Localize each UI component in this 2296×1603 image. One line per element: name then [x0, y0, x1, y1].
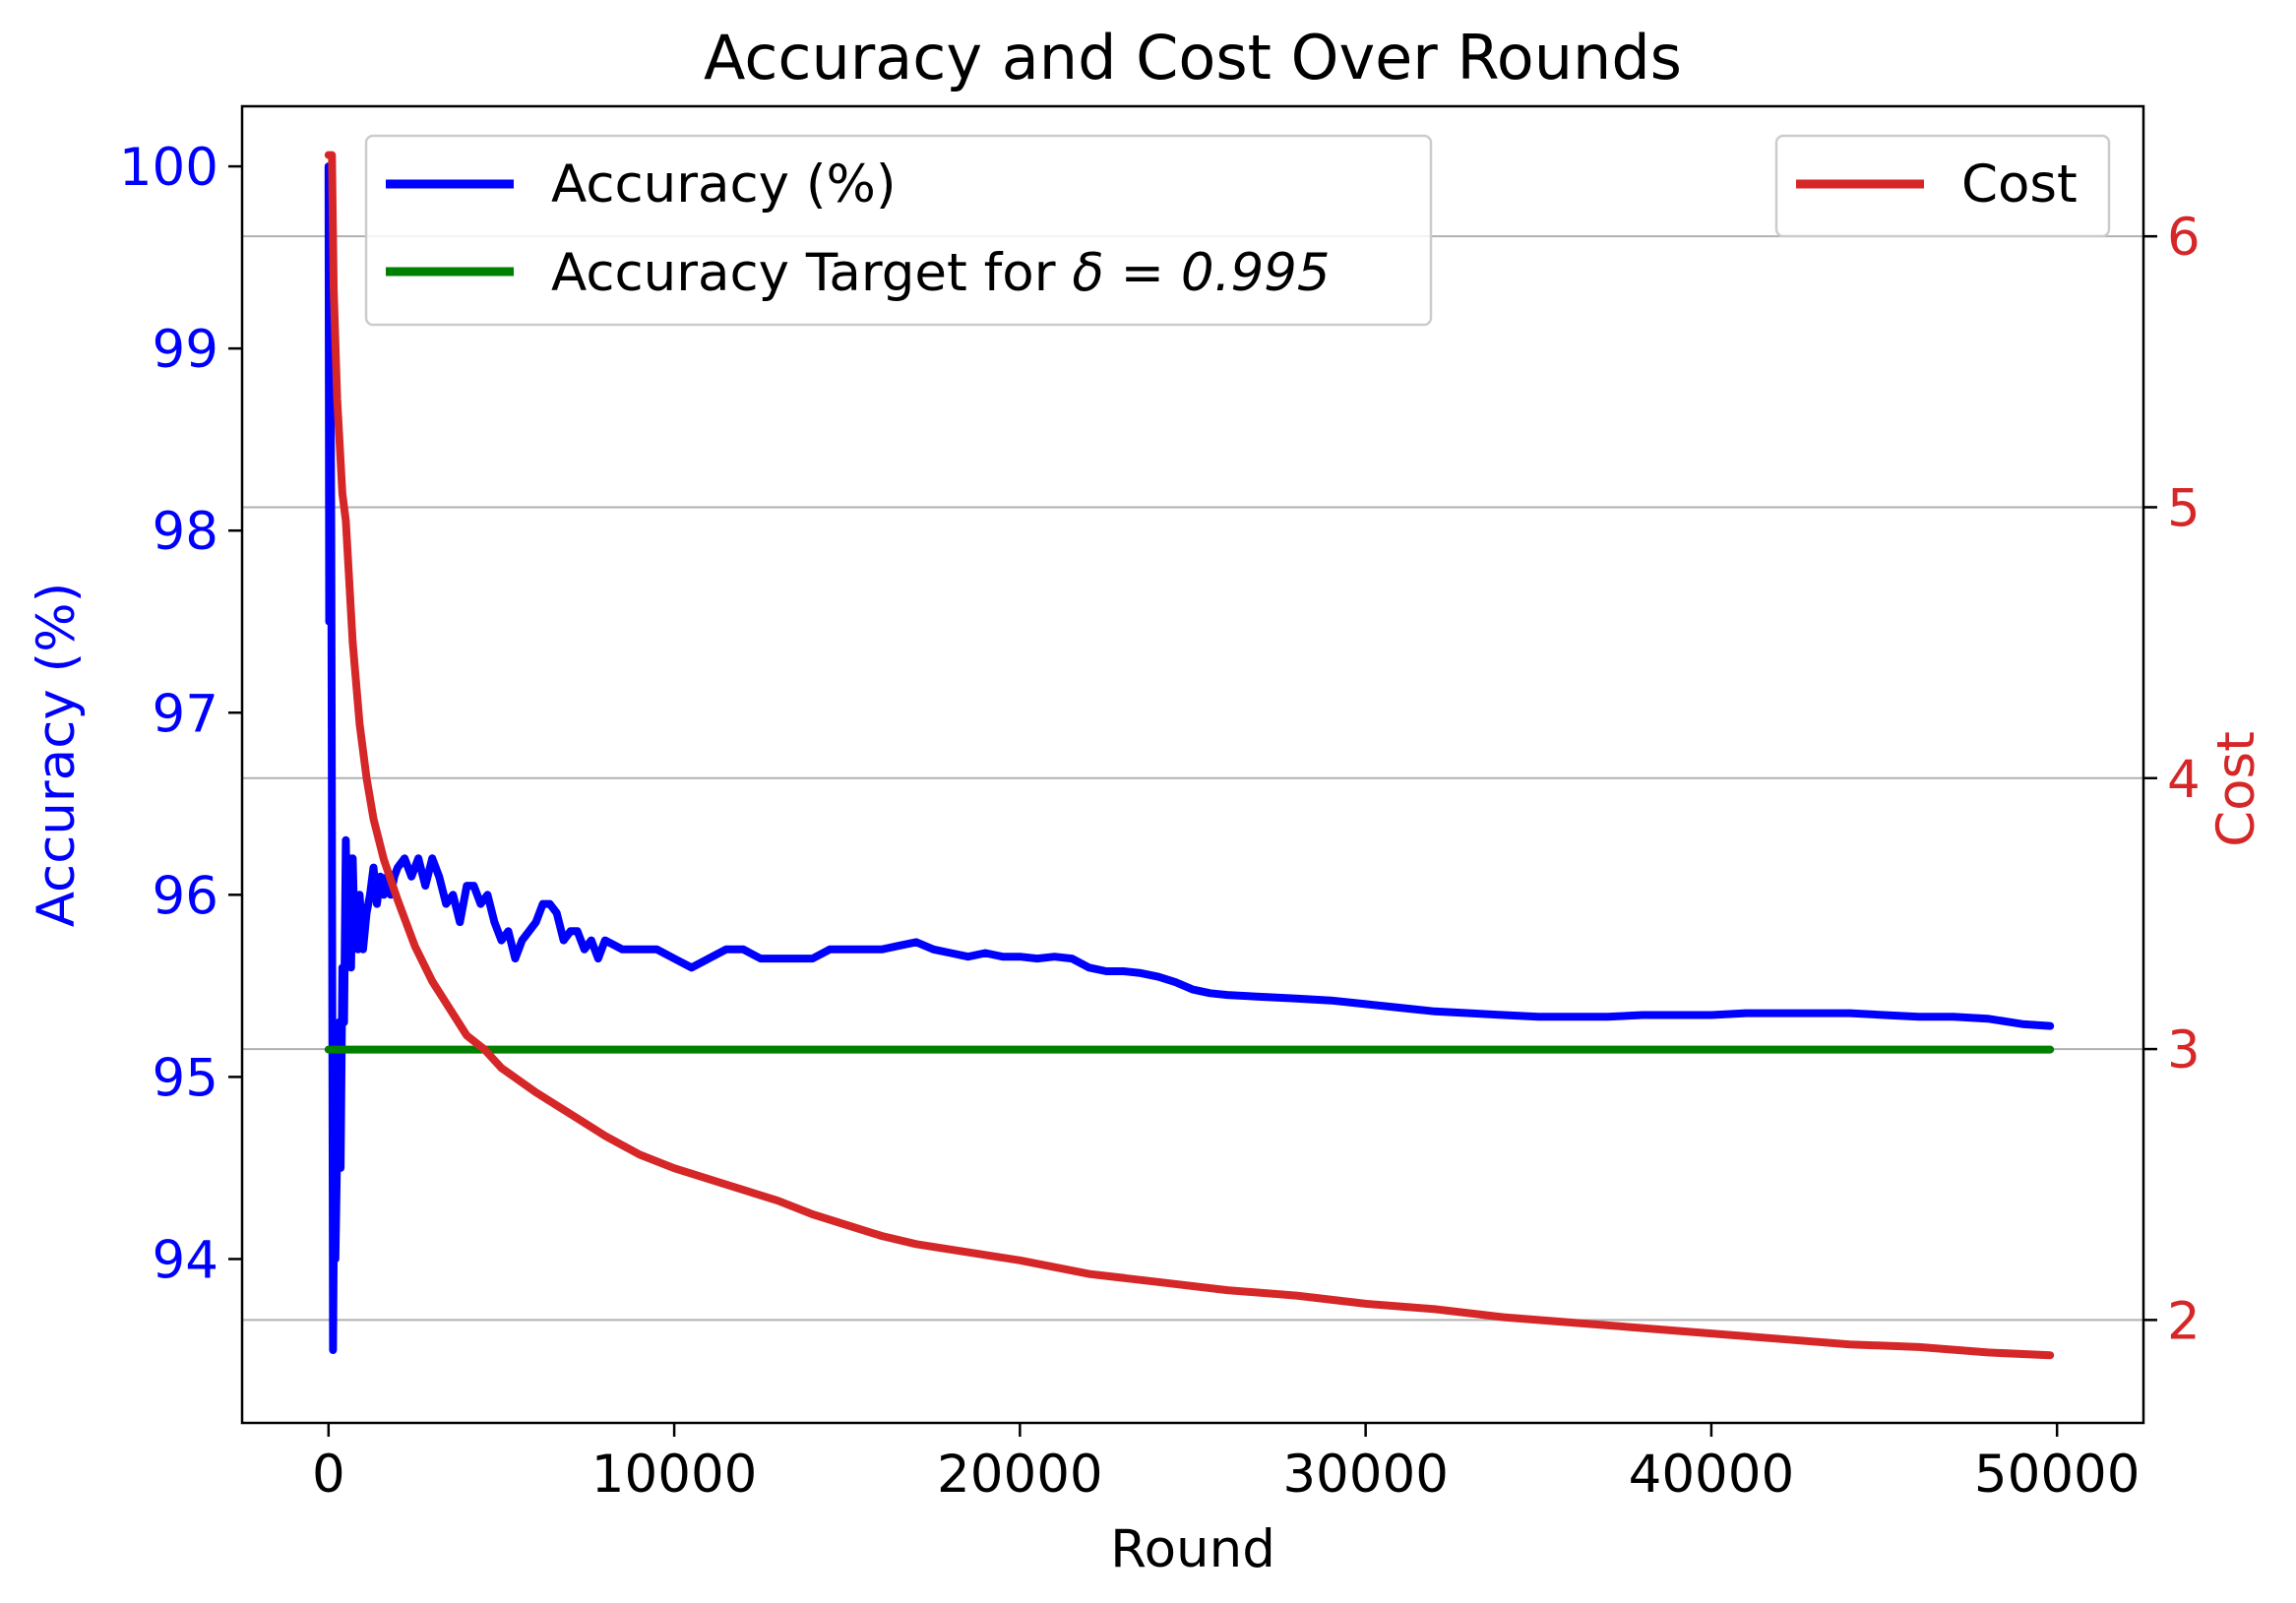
x-axis-label: Round — [1110, 1519, 1275, 1579]
x-tick-label-5: 50000 — [1974, 1445, 2141, 1505]
legend-right-box — [1774, 134, 2111, 238]
right-y-axis-ticks: 2 3 4 5 6 — [2143, 208, 2201, 1351]
right-y-axis-label: Cost — [2206, 731, 2266, 847]
left-y-tick-label-3: 97 — [153, 684, 218, 744]
series-line-2 — [324, 151, 2055, 1360]
x-axis-ticks: 0 10000 20000 30000 40000 50000 — [312, 1423, 2141, 1505]
right-y-tick-label-0: 2 — [2167, 1291, 2201, 1351]
series-line-0 — [324, 162, 2055, 1354]
plot-area-frame — [240, 104, 2145, 1425]
legend-target-label-math: δ = 0.995 — [1072, 243, 1330, 303]
series-lines — [324, 151, 2055, 1360]
legend-cost-label: Cost — [1961, 154, 2078, 215]
right-y-tick-label-4: 6 — [2167, 208, 2201, 268]
left-y-tick-label-1: 95 — [153, 1048, 218, 1108]
left-y-tick-label-6: 100 — [119, 138, 218, 198]
legend-left-box — [364, 134, 1433, 327]
x-tick-label-4: 40000 — [1629, 1445, 1795, 1505]
right-y-tick-label-3: 5 — [2167, 478, 2201, 538]
left-y-axis-label: Accuracy (%) — [27, 583, 87, 928]
left-y-tick-label-0: 94 — [153, 1230, 218, 1290]
right-y-tick-label-2: 4 — [2167, 750, 2201, 810]
chart-title: Accuracy and Cost Over Rounds — [704, 22, 1682, 93]
left-y-axis-ticks: 94 95 96 97 98 99 100 — [119, 138, 242, 1290]
x-tick-label-0: 0 — [312, 1445, 345, 1505]
x-tick-label-3: 30000 — [1282, 1445, 1449, 1505]
legend-target-label: Accuracy Target for δ = 0.995 — [551, 243, 1331, 303]
legend-target-label-text: Accuracy Target for — [551, 243, 1072, 303]
x-tick-label-1: 10000 — [591, 1445, 758, 1505]
left-y-tick-label-4: 98 — [153, 502, 218, 562]
right-y-tick-label-1: 3 — [2167, 1020, 2201, 1080]
legend-left: Accuracy (%) Accuracy Target for δ = 0.9… — [364, 134, 1433, 327]
legend-accuracy-label: Accuracy (%) — [551, 154, 897, 215]
legend-right: Cost — [1774, 134, 2111, 238]
left-y-tick-label-5: 99 — [153, 320, 218, 380]
x-tick-label-2: 20000 — [937, 1445, 1103, 1505]
left-y-tick-label-2: 96 — [153, 866, 218, 926]
